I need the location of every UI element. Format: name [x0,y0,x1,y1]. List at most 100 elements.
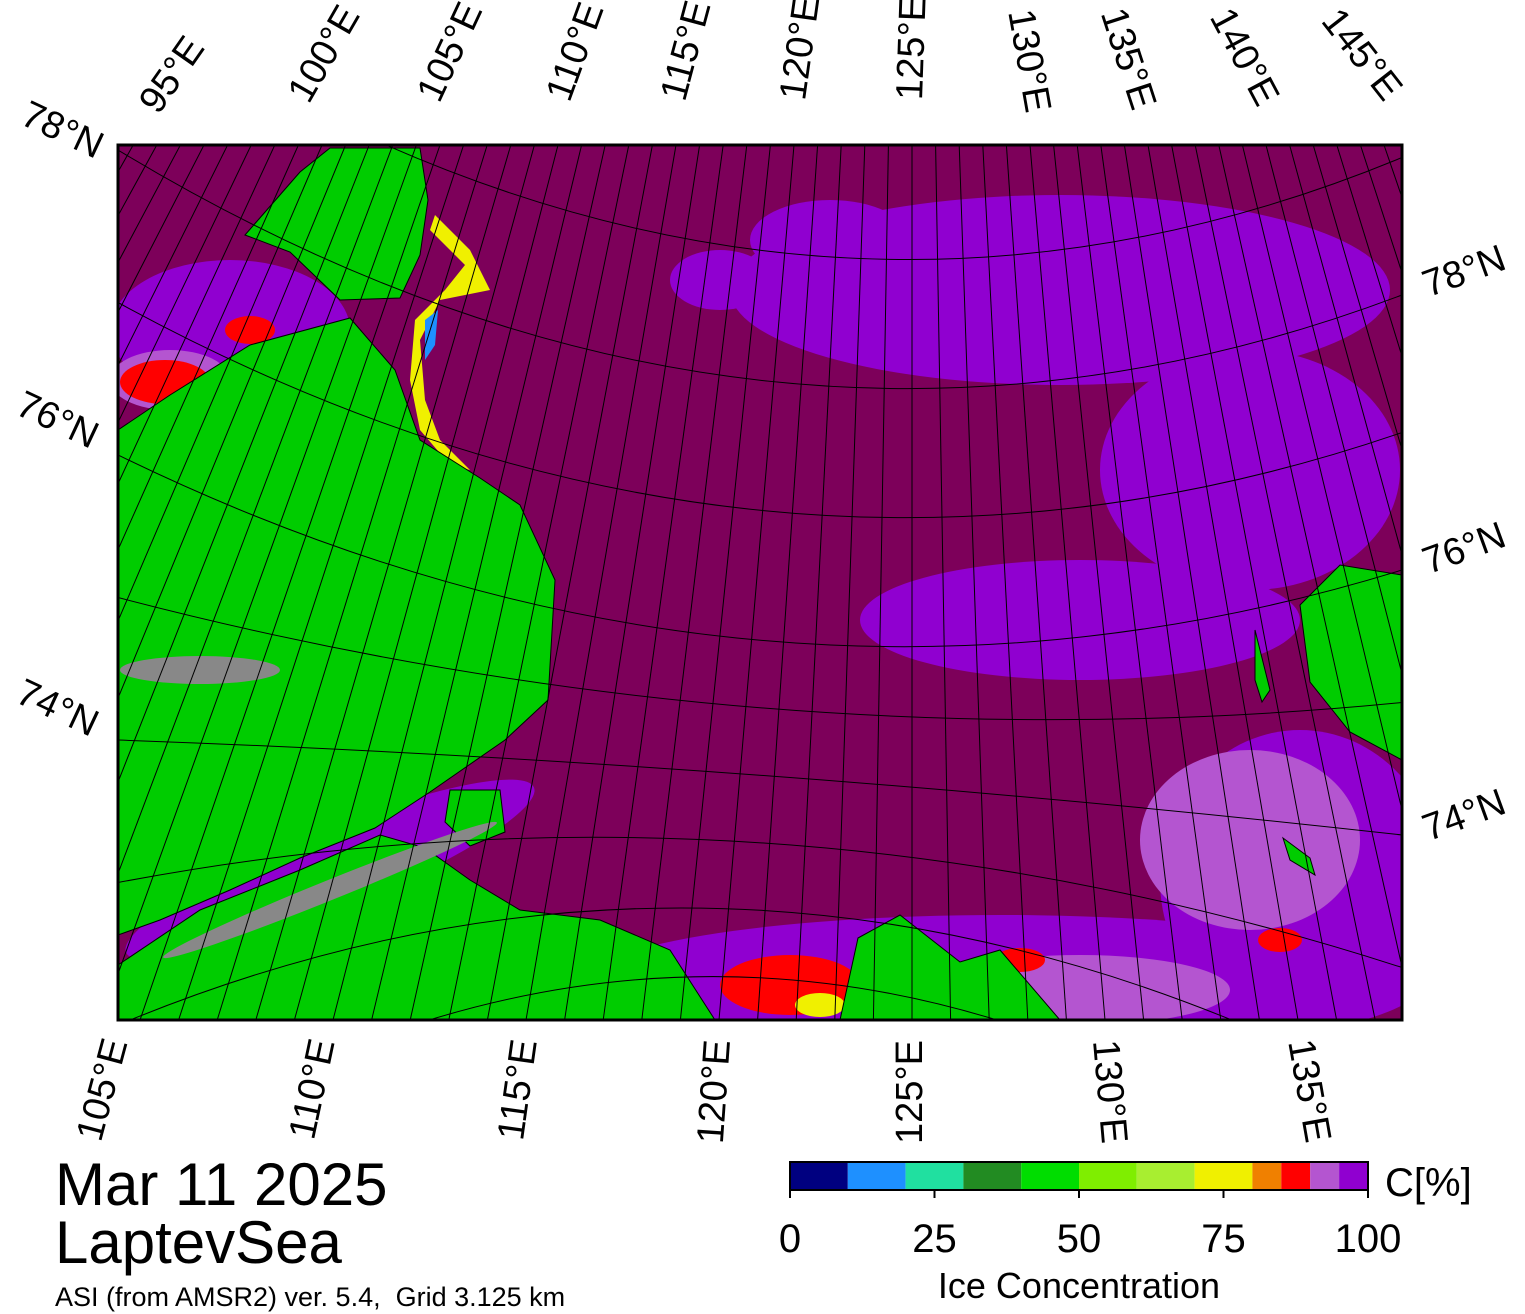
meridian [1100,145,1222,1020]
coordinate-label: 76°N [1417,514,1511,583]
map-frame [116,143,1404,1022]
coordinate-label: 115°E [653,0,720,105]
coordinate-label: 125°E [889,1040,931,1144]
polynya [410,215,490,470]
meridian [834,145,866,1020]
colorbar-tick-label: 50 [1057,1217,1102,1261]
meridian [1123,145,1260,1020]
meridian [371,145,583,1020]
meridian [564,145,701,1020]
meridian [118,145,299,551]
parallel [118,597,1402,721]
meridian [409,145,606,1020]
coordinate-label: 74°N [10,671,105,745]
parallel [118,836,1402,968]
meridian [1265,145,1402,676]
meridian [486,145,653,1020]
coordinate-label: 110°E [538,0,612,107]
coordinate-label: 135°E [1092,3,1164,115]
coordinate-label: 100°E [280,0,368,110]
coordinate-label: 76°N [10,383,105,457]
meridian [602,145,724,1020]
meridian [718,145,795,1020]
colorbar-bin [1079,1162,1137,1190]
meridian [641,145,748,1020]
subtitle: ASI (from AMSR2) ver. 5.4, Grid 3.125 km [55,1282,565,1312]
meridian [525,145,677,1020]
colorbar: 0 25 50 75 100 [779,1161,1402,1261]
colorbar-tick-label: 25 [912,1217,957,1261]
meridian [1336,145,1402,358]
meridian [1053,145,1145,1020]
coordinate-label: 115°E [490,1037,546,1143]
meridian [118,145,370,784]
colorbar-bin [847,1162,906,1190]
colorbar-bin [1136,1162,1195,1190]
meridian [872,145,889,1020]
parallel [384,145,1402,260]
colorbar-bin [1194,1162,1253,1190]
coordinate-label: 125°E [889,0,935,101]
coordinate-label: 130°E [1084,1038,1135,1145]
meridian [1241,145,1402,813]
coordinate-label: 74°N [1417,781,1511,850]
meridian [118,145,323,623]
low-ice-patch [795,993,845,1017]
parallel [118,454,1402,648]
colorbar-label: Ice Concentration [938,1265,1220,1306]
meridian [1218,145,1402,970]
meridian [448,145,630,1020]
meridian [935,145,952,1020]
meridian [178,145,465,1020]
colorbar-bin [963,1162,1022,1190]
meridian [0,145,62,1020]
meridian [1194,145,1376,1020]
meridian [118,145,134,173]
colorbar-tick-label: 0 [779,1217,801,1261]
colorbar-unit: C[%] [1385,1161,1472,1205]
coordinate-label: 130°E [999,6,1058,116]
meridian [757,145,819,1020]
meridian [118,145,417,976]
meridian [118,145,205,314]
colorbar-bin [1339,1162,1368,1190]
parallel [129,907,1234,1020]
colorbar-tick-label: 100 [1335,1217,1402,1261]
graticule [0,145,1402,1020]
coordinate-label: 145°E [1313,1,1410,109]
meridian [0,145,110,1020]
land [118,147,1402,1020]
meridian [118,145,252,424]
coordinate-label: 95°E [131,29,213,121]
parallel [118,739,1402,836]
polynya [425,310,438,360]
meridian [1312,145,1402,452]
region-title: LaptevSea [55,1209,343,1276]
colorbar-tick-label: 75 [1201,1217,1246,1261]
meridian [293,145,535,1020]
meridian [216,145,488,1020]
meridian [1289,145,1402,557]
parallel [427,976,999,1020]
colorbar-bin [1310,1162,1340,1190]
meridian [1171,145,1338,1020]
meridian [118,145,347,700]
meridian [118,145,394,876]
meridian [679,145,771,1020]
coordinate-label: 78°N [1417,237,1511,306]
meridian [118,145,276,485]
date-title: Mar 11 2025 [55,1151,387,1218]
coordinate-label: 78°N [15,93,110,167]
meridian [1076,145,1183,1020]
coordinate-label: 140°E [1201,1,1287,113]
meridian [0,145,15,1020]
coordinate-label: 105°E [409,0,491,108]
meridian [0,145,39,1020]
meridian [139,145,441,1020]
map-area [0,145,1402,1020]
meridian [958,145,990,1020]
parallel [118,149,1402,390]
colorbar-bin [790,1162,848,1190]
colorbar-bin [1252,1162,1282,1190]
